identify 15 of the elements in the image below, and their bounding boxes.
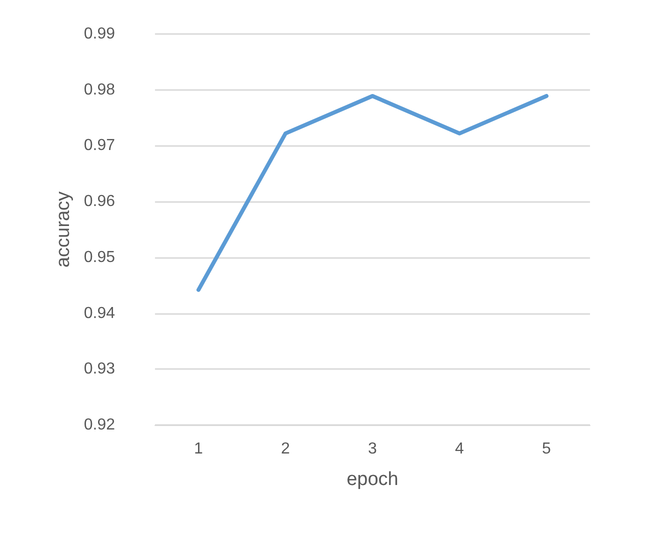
x-tick-label: 5 <box>542 440 552 458</box>
y-tick-label: 0.92 <box>84 416 116 434</box>
y-tick-label: 0.98 <box>84 81 116 98</box>
x-tick-label: 4 <box>455 440 464 458</box>
y-tick-label: 0.93 <box>84 360 116 378</box>
x-tick-label: 3 <box>368 440 378 458</box>
y-tick-label: 0.96 <box>84 193 116 210</box>
y-tick-label: 0.99 <box>84 26 116 42</box>
x-axis-title: epoch <box>346 469 398 490</box>
x-tick-label: 2 <box>281 440 290 458</box>
y-axis-title: accuracy <box>52 190 74 268</box>
y-tick-label: 0.94 <box>84 304 116 322</box>
x-tick-label: 1 <box>194 440 204 458</box>
y-tick-label: 0.95 <box>84 248 116 266</box>
y-tick-label: 0.97 <box>84 137 116 154</box>
